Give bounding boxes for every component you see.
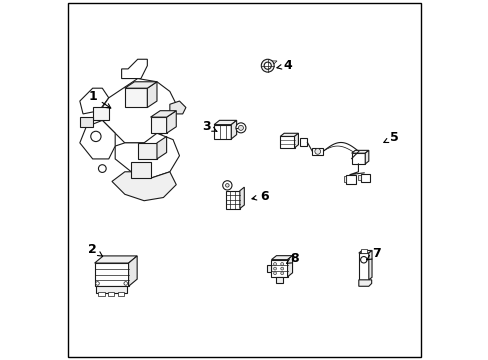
Circle shape bbox=[314, 149, 320, 154]
Circle shape bbox=[225, 184, 229, 187]
Polygon shape bbox=[95, 256, 137, 263]
Circle shape bbox=[238, 125, 243, 130]
Polygon shape bbox=[131, 162, 150, 178]
Polygon shape bbox=[214, 120, 236, 125]
Circle shape bbox=[280, 272, 283, 275]
Polygon shape bbox=[112, 172, 176, 201]
Polygon shape bbox=[124, 88, 147, 108]
Circle shape bbox=[273, 267, 276, 270]
Polygon shape bbox=[80, 117, 93, 127]
Polygon shape bbox=[294, 133, 298, 148]
Polygon shape bbox=[150, 111, 176, 117]
Polygon shape bbox=[358, 253, 368, 280]
Bar bbox=[96, 286, 126, 293]
Polygon shape bbox=[358, 251, 371, 253]
Polygon shape bbox=[157, 136, 166, 159]
Polygon shape bbox=[124, 82, 157, 88]
Text: 1: 1 bbox=[88, 90, 111, 108]
Polygon shape bbox=[368, 251, 371, 280]
Polygon shape bbox=[351, 150, 368, 153]
Polygon shape bbox=[138, 143, 157, 159]
Polygon shape bbox=[360, 174, 369, 182]
Polygon shape bbox=[150, 117, 166, 133]
Polygon shape bbox=[275, 277, 283, 283]
Circle shape bbox=[96, 282, 99, 285]
Circle shape bbox=[280, 267, 283, 270]
Polygon shape bbox=[358, 280, 371, 286]
Polygon shape bbox=[80, 88, 108, 114]
Text: 8: 8 bbox=[286, 252, 298, 265]
Bar bbox=[98, 292, 104, 296]
Circle shape bbox=[273, 262, 276, 265]
Polygon shape bbox=[312, 148, 323, 155]
Polygon shape bbox=[365, 150, 368, 164]
Polygon shape bbox=[344, 176, 346, 182]
Polygon shape bbox=[280, 133, 298, 136]
Polygon shape bbox=[102, 78, 176, 143]
Text: 4: 4 bbox=[276, 59, 291, 72]
Polygon shape bbox=[280, 136, 294, 148]
Polygon shape bbox=[271, 260, 287, 277]
Polygon shape bbox=[122, 59, 147, 78]
Polygon shape bbox=[287, 256, 292, 277]
Polygon shape bbox=[300, 138, 307, 146]
Polygon shape bbox=[360, 249, 366, 253]
Polygon shape bbox=[80, 120, 115, 159]
Polygon shape bbox=[95, 263, 128, 286]
Text: 5: 5 bbox=[383, 131, 398, 144]
Polygon shape bbox=[231, 120, 236, 139]
Circle shape bbox=[123, 282, 127, 285]
Circle shape bbox=[222, 181, 231, 190]
Text: 7: 7 bbox=[366, 247, 380, 260]
Polygon shape bbox=[93, 108, 108, 120]
Circle shape bbox=[91, 131, 101, 141]
Bar bbox=[117, 292, 123, 296]
Circle shape bbox=[264, 62, 271, 69]
Text: 6: 6 bbox=[251, 190, 268, 203]
Polygon shape bbox=[240, 187, 244, 208]
Bar bbox=[108, 292, 114, 296]
Circle shape bbox=[273, 272, 276, 275]
Circle shape bbox=[235, 123, 245, 133]
Circle shape bbox=[98, 165, 106, 172]
Text: 2: 2 bbox=[88, 243, 102, 256]
Polygon shape bbox=[128, 256, 137, 286]
Polygon shape bbox=[147, 82, 157, 108]
Polygon shape bbox=[214, 125, 231, 139]
Polygon shape bbox=[266, 265, 271, 272]
Polygon shape bbox=[358, 175, 360, 180]
Polygon shape bbox=[346, 175, 356, 184]
Circle shape bbox=[360, 257, 366, 263]
Circle shape bbox=[280, 262, 283, 265]
Polygon shape bbox=[115, 133, 179, 178]
Polygon shape bbox=[261, 61, 276, 64]
Polygon shape bbox=[271, 256, 292, 260]
Circle shape bbox=[261, 59, 274, 72]
Polygon shape bbox=[169, 101, 185, 114]
Polygon shape bbox=[351, 153, 365, 164]
Polygon shape bbox=[225, 191, 240, 208]
Polygon shape bbox=[166, 111, 176, 133]
Text: 3: 3 bbox=[202, 120, 216, 133]
